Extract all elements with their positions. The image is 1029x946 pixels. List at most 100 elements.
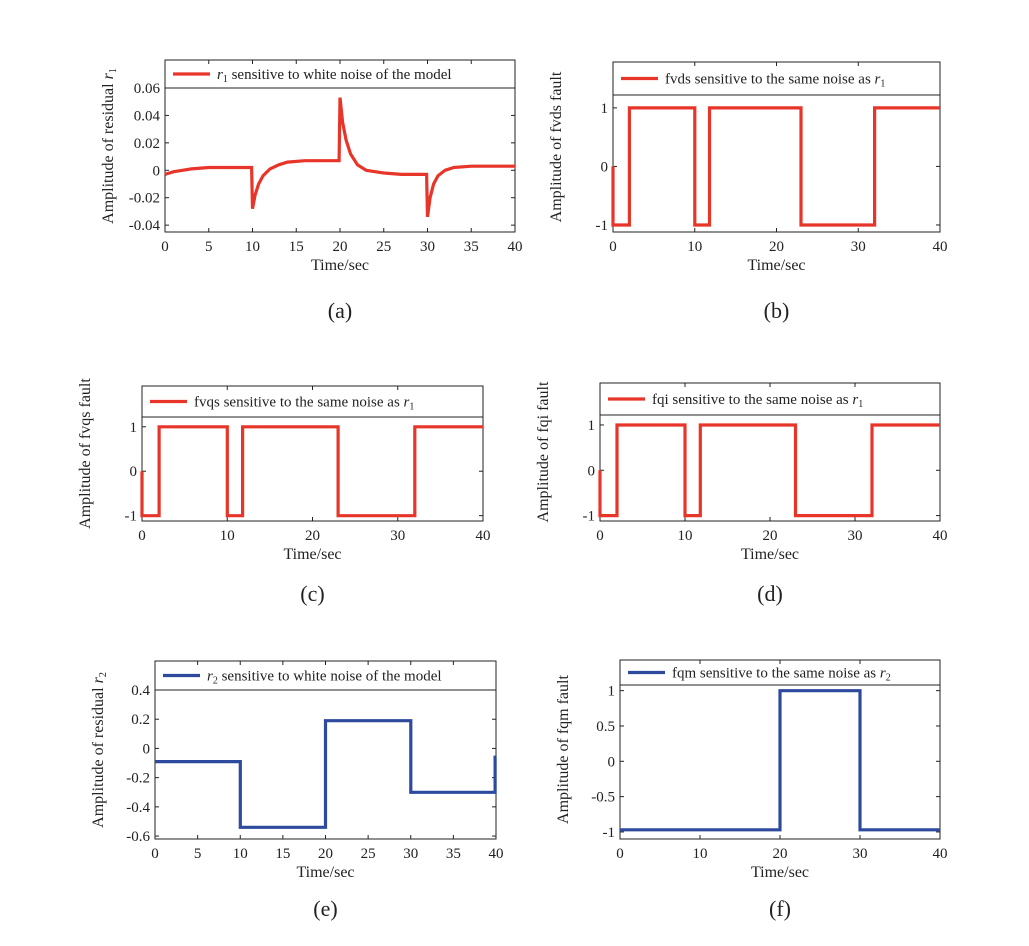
x-tick-label: 40: [476, 528, 491, 544]
y-axis-label: Amplitude of residual r1: [100, 68, 119, 224]
y-tick-label: 0: [608, 754, 616, 770]
series-line: [620, 689, 940, 832]
x-axis-label: Time/sec: [296, 864, 354, 881]
x-tick-label: 20: [763, 528, 778, 544]
x-tick-label: 15: [289, 239, 304, 255]
x-axis-label: Time/sec: [311, 257, 369, 274]
series-line: [140, 425, 483, 518]
y-tick-label: 0: [130, 464, 138, 480]
y-axis-label: Amplitude of fqm fault: [555, 675, 572, 824]
chart-panel-6: 0 10 20 30 40 -1 -0.5 0 0.5 1 fqm sensitive to the…: [555, 659, 948, 921]
x-tick-label: 35: [446, 846, 461, 862]
x-tick-label: 20: [305, 528, 320, 544]
legend-label: r2 sensitive to white noise of the model: [207, 669, 442, 687]
y-tick-label: 0.06: [134, 81, 161, 97]
y-tick-label: 0: [588, 463, 596, 479]
x-tick-label: 10: [245, 239, 260, 255]
x-axis-label: Time/sec: [283, 546, 341, 563]
x-tick-label: 5: [194, 846, 202, 862]
panel-label: (a): [328, 298, 352, 323]
y-tick-label: 0: [153, 163, 161, 179]
x-tick-label: 20: [333, 239, 348, 255]
x-tick-label: 40: [489, 846, 504, 862]
y-tick-label: 0.04: [134, 108, 161, 124]
x-tick-label: 35: [464, 239, 479, 255]
y-tick-label: -0.02: [129, 191, 160, 207]
x-tick-label: 10: [693, 846, 708, 862]
x-tick-label: 30: [403, 846, 418, 862]
panel-label: (c): [300, 581, 324, 606]
y-tick-label: -0.5: [591, 790, 615, 806]
y-tick-label: 0.4: [131, 683, 150, 699]
x-tick-label: 25: [376, 239, 391, 255]
x-tick-label: 25: [361, 846, 376, 862]
y-tick-label: -1: [125, 509, 138, 525]
series-line: [598, 423, 940, 518]
y-tick-label: 1: [608, 684, 616, 700]
axes-frame: [612, 61, 941, 233]
x-tick-label: 0: [616, 846, 624, 862]
y-tick-label: -1: [596, 218, 609, 234]
chart-panel-1: 0 5 10 15 20 25 30 35 40 -0.04 -0.02 0 0.02 0.04 0.06 r…: [100, 59, 523, 323]
x-tick-label: 30: [853, 846, 868, 862]
y-axis-label: Amplitude of fvds fault: [548, 71, 565, 222]
y-tick-label: -1: [603, 825, 616, 841]
y-axis-label: Amplitude of fvqs fault: [77, 378, 94, 529]
x-tick-label: 10: [687, 239, 702, 255]
x-tick-label: 0: [609, 239, 617, 255]
x-tick-label: 40: [933, 846, 948, 862]
x-axis-label: Time/sec: [741, 546, 799, 563]
y-tick-label: -0.6: [126, 829, 150, 845]
legend-label: fqm sensitive to the same noise as r2: [672, 666, 891, 684]
y-tick-label: 0.5: [596, 719, 615, 735]
y-tick-label: -0.2: [126, 771, 150, 787]
x-tick-label: 40: [933, 528, 948, 544]
y-tick-label: 1: [601, 101, 609, 117]
x-tick-label: 0: [138, 528, 146, 544]
x-tick-label: 10: [678, 528, 693, 544]
x-tick-label: 30: [420, 239, 435, 255]
y-tick-label: 0.02: [134, 136, 160, 152]
y-tick-label: -0.04: [129, 218, 161, 234]
x-tick-label: 10: [233, 846, 248, 862]
panel-label: (e): [313, 896, 337, 921]
x-tick-label: 30: [390, 528, 405, 544]
x-tick-label: 40: [508, 239, 523, 255]
x-tick-label: 10: [220, 528, 235, 544]
x-axis-label: Time/sec: [751, 864, 809, 881]
legend-label: fvds sensitive to the same noise as r1: [665, 72, 885, 90]
series-line: [155, 719, 497, 829]
y-tick-label: -0.4: [126, 800, 150, 816]
x-tick-label: 20: [773, 846, 788, 862]
x-tick-label: 20: [318, 846, 333, 862]
x-tick-label: 30: [848, 528, 863, 544]
series-line: [164, 97, 515, 218]
legend-label: fqi sensitive to the same noise as r1: [652, 392, 863, 410]
x-tick-label: 20: [769, 239, 784, 255]
legend-label: fvqs sensitive to the same noise as r1: [194, 395, 414, 413]
x-tick-label: 5: [205, 239, 213, 255]
panel-label: (b): [764, 298, 790, 323]
y-axis-label: Amplitude of fqi fault: [535, 381, 552, 522]
x-tick-label: 30: [851, 239, 866, 255]
y-tick-label: 1: [588, 418, 596, 434]
series-line: [611, 106, 940, 227]
chart-panel-5: 0 5 10 15 20 25 30 35 40 -0.6 -0.4 -0.2 0 0.2 0.4 r2 se…: [90, 660, 504, 921]
x-axis-label: Time/sec: [747, 257, 805, 274]
y-tick-label: 0: [601, 159, 609, 175]
y-tick-label: -1: [583, 509, 596, 525]
panel-label: (d): [757, 581, 783, 606]
panel-label: (f): [769, 896, 791, 921]
x-tick-label: 0: [596, 528, 604, 544]
legend-label: r1 sensitive to white noise of the model: [217, 67, 452, 85]
y-tick-label: 0.2: [131, 712, 150, 728]
x-tick-label: 40: [933, 239, 948, 255]
y-axis-label: Amplitude of residual r2: [90, 672, 109, 828]
y-tick-label: 0: [143, 741, 151, 757]
x-tick-label: 0: [151, 846, 159, 862]
y-tick-label: 1: [130, 420, 138, 436]
